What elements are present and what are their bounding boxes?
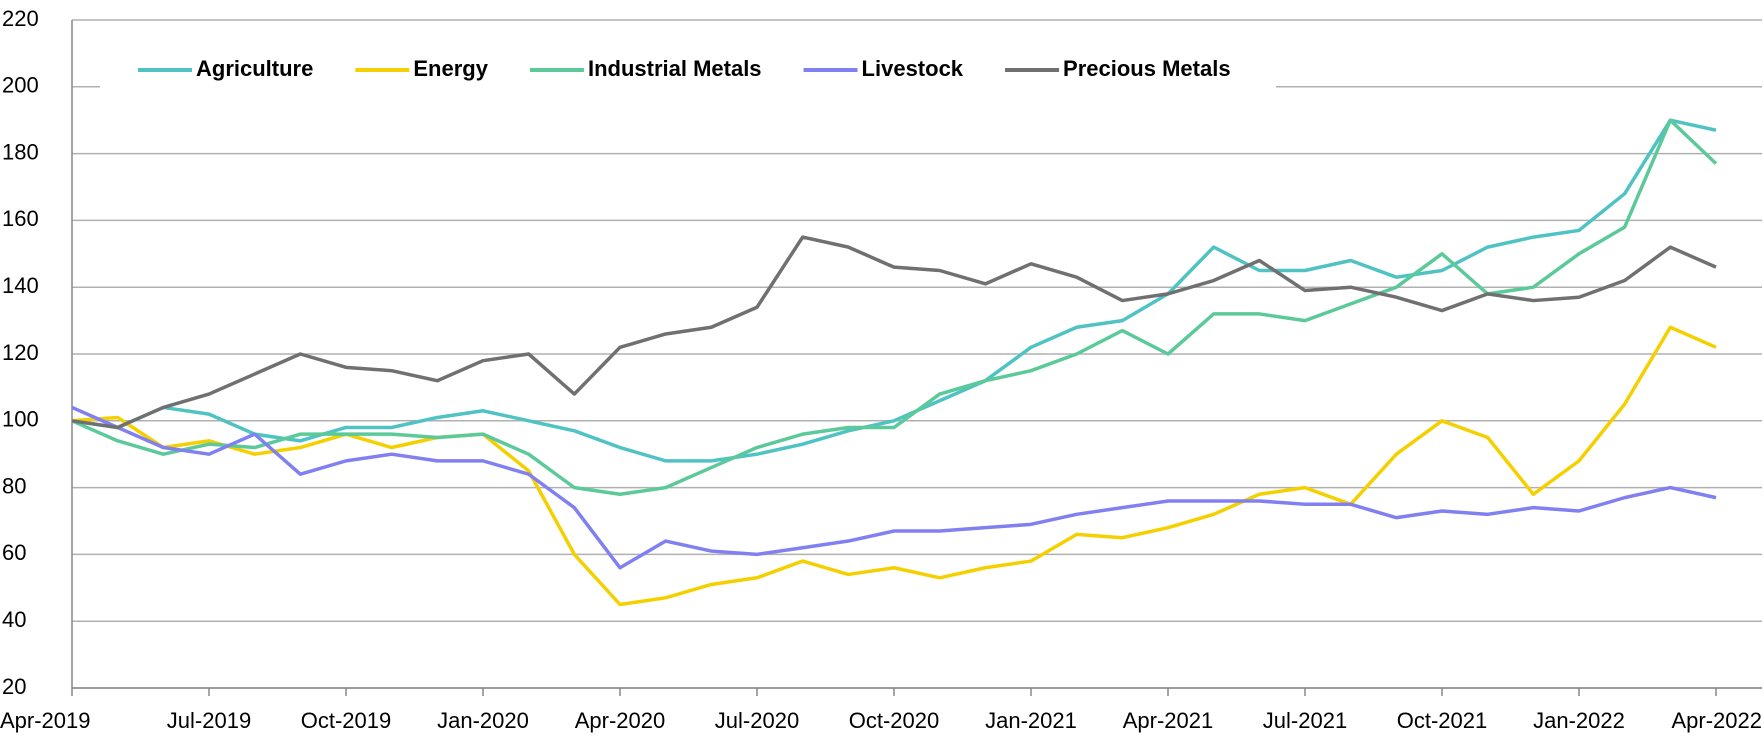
series-line — [71, 118, 1718, 497]
x-tick-label: Jul-2020 — [715, 708, 799, 733]
x-tick-label: Jan-2022 — [1533, 708, 1625, 733]
series-line — [71, 405, 1717, 570]
y-tick-label: 100 — [2, 407, 39, 432]
y-tick-label: 60 — [2, 540, 26, 565]
y-tick-label: 160 — [2, 206, 39, 231]
y-tick-label: 80 — [2, 473, 26, 498]
y-tick-label: 40 — [2, 607, 26, 632]
x-tick-label: Apr-2022 — [1671, 708, 1762, 733]
x-tick-label: Oct-2021 — [1397, 708, 1488, 733]
series-line — [71, 325, 1717, 607]
legend-box — [100, 48, 1276, 92]
x-tick-label: Jul-2021 — [1263, 708, 1347, 733]
x-tick-label: Apr-2021 — [1123, 708, 1214, 733]
legend-label: Agriculture — [196, 56, 313, 81]
x-tick-label: Oct-2019 — [301, 708, 392, 733]
x-tick-label: Apr-2019 — [0, 708, 91, 733]
x-tick-label: Jul-2019 — [167, 708, 251, 733]
legend-label: Industrial Metals — [588, 56, 762, 81]
legend-label: Livestock — [862, 56, 964, 81]
legend-label: Energy — [413, 56, 488, 81]
y-tick-label: 200 — [2, 73, 39, 98]
series-line — [71, 235, 1717, 430]
x-tick-label: Jan-2020 — [437, 708, 529, 733]
y-tick-label: 140 — [2, 273, 39, 298]
y-tick-label: 180 — [2, 139, 39, 164]
x-tick-label: Jan-2021 — [985, 708, 1077, 733]
y-tick-label: 220 — [2, 6, 39, 31]
x-tick-label: Oct-2020 — [849, 708, 940, 733]
series-line — [71, 118, 1717, 463]
y-tick-label: 20 — [2, 674, 26, 699]
legend-label: Precious Metals — [1063, 56, 1231, 81]
x-tick-label: Apr-2020 — [575, 708, 666, 733]
y-tick-label: 120 — [2, 340, 39, 365]
